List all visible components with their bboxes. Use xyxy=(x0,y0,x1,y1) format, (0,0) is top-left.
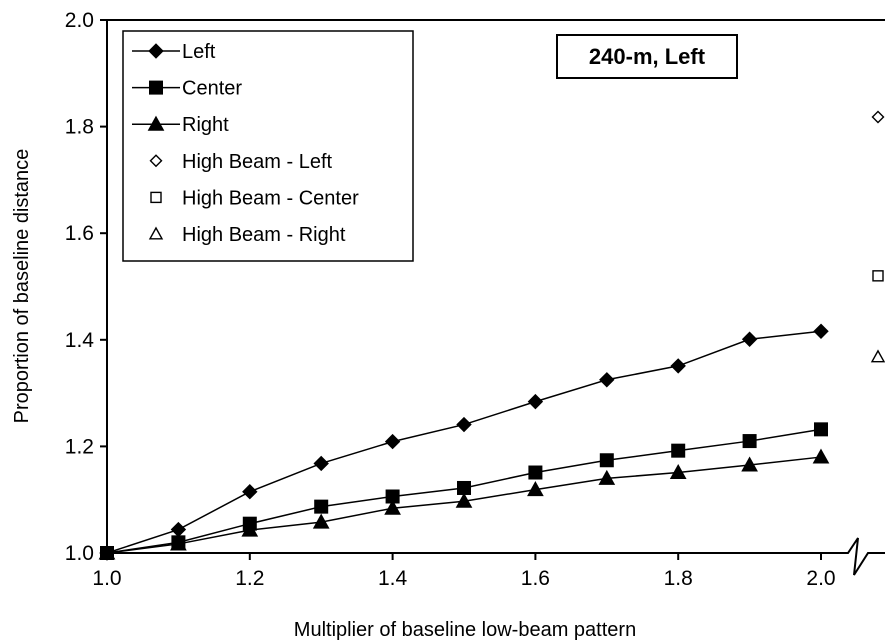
data-point-right xyxy=(598,469,616,485)
y-tick-label: 2.0 xyxy=(65,9,94,32)
high-beam-point-left xyxy=(871,110,885,124)
y-axis-ticks: 1.0 1.2 1.4 1.6 1.8 2.0 xyxy=(65,9,107,565)
legend-item: High Beam - Right xyxy=(148,224,346,246)
data-point-right xyxy=(312,513,330,529)
y-axis-title: Proportion of baseline distance xyxy=(11,149,33,424)
series-layer xyxy=(98,323,830,561)
data-point-left xyxy=(527,393,544,410)
y-tick-label: 1.0 xyxy=(65,542,94,565)
x-tick-label: 1.0 xyxy=(92,567,121,590)
data-point-center xyxy=(742,434,757,449)
y-tick-label: 1.8 xyxy=(65,116,94,139)
data-point-right xyxy=(455,492,473,508)
legend-item: Center xyxy=(132,78,242,100)
y-tick-label: 1.2 xyxy=(65,435,94,458)
legend-marker xyxy=(150,191,162,204)
data-point-right xyxy=(241,521,259,537)
data-point-right xyxy=(170,535,187,551)
data-point-left xyxy=(170,521,187,538)
data-point-left xyxy=(242,483,258,500)
plot-frame xyxy=(106,19,885,576)
legend-label: Center xyxy=(182,78,242,100)
x-tick-label: 2.0 xyxy=(806,567,835,590)
data-point-left xyxy=(670,358,686,374)
data-point-center xyxy=(599,453,614,468)
annotation-label: 240-m, Left xyxy=(589,44,706,69)
legend-marker xyxy=(147,115,165,131)
data-point-left xyxy=(741,331,758,347)
data-point-left xyxy=(313,455,329,472)
legend-marker xyxy=(149,154,163,168)
data-point-right xyxy=(741,456,758,472)
x-tick-label: 1.2 xyxy=(235,567,264,590)
legend-label: High Beam - Center xyxy=(182,187,359,209)
data-point-center xyxy=(314,499,329,514)
x-axis-title: Multiplier of baseline low-beam pattern xyxy=(294,619,636,641)
legend-item: High Beam - Left xyxy=(149,151,333,173)
y-tick-label: 1.4 xyxy=(65,329,95,352)
high-beam-point-center xyxy=(872,270,884,282)
data-point-center xyxy=(814,422,828,437)
data-point-left xyxy=(813,323,829,339)
x-axis-line xyxy=(107,537,885,576)
data-point-left xyxy=(456,416,472,433)
legend-item: High Beam - Center xyxy=(150,187,359,209)
x-tick-label: 1.4 xyxy=(378,567,408,590)
legend-marker xyxy=(148,226,164,240)
data-point-right xyxy=(527,481,544,497)
legend-item: Left xyxy=(132,41,216,63)
legend-box xyxy=(122,30,414,262)
annotation-frame xyxy=(556,34,738,79)
data-point-right xyxy=(384,499,401,515)
series-line-left xyxy=(106,330,822,554)
data-point-right xyxy=(669,463,687,480)
legend-label: High Beam - Right xyxy=(182,224,346,246)
legend-marker xyxy=(149,80,163,95)
data-point-center xyxy=(457,480,471,495)
annotation-box: 240-m, Left xyxy=(556,34,738,79)
legend-label: Right xyxy=(182,114,229,136)
data-point-right xyxy=(98,544,116,560)
legend-items: Left Center Right High Beam - Left High Beam… xyxy=(132,41,359,246)
x-tick-label: 1.6 xyxy=(521,567,550,590)
data-point-left xyxy=(599,372,615,388)
data-point-center xyxy=(671,443,686,458)
legend-item: Right xyxy=(132,114,229,136)
high-beam-markers xyxy=(870,110,885,363)
x-axis-ticks: 1.0 1.2 1.4 1.6 1.8 2.0 xyxy=(92,553,836,590)
high-beam-point-right xyxy=(870,349,885,363)
legend: Left Center Right High Beam - Left High Beam… xyxy=(122,30,414,262)
data-point-left xyxy=(384,433,401,450)
data-point-center xyxy=(528,465,543,480)
y-tick-label: 1.6 xyxy=(65,222,94,245)
legend-marker xyxy=(148,43,164,59)
legend-label: High Beam - Left xyxy=(182,151,333,173)
x-tick-label: 1.8 xyxy=(664,567,693,590)
legend-label: Left xyxy=(182,41,216,63)
data-point-right xyxy=(812,448,830,464)
